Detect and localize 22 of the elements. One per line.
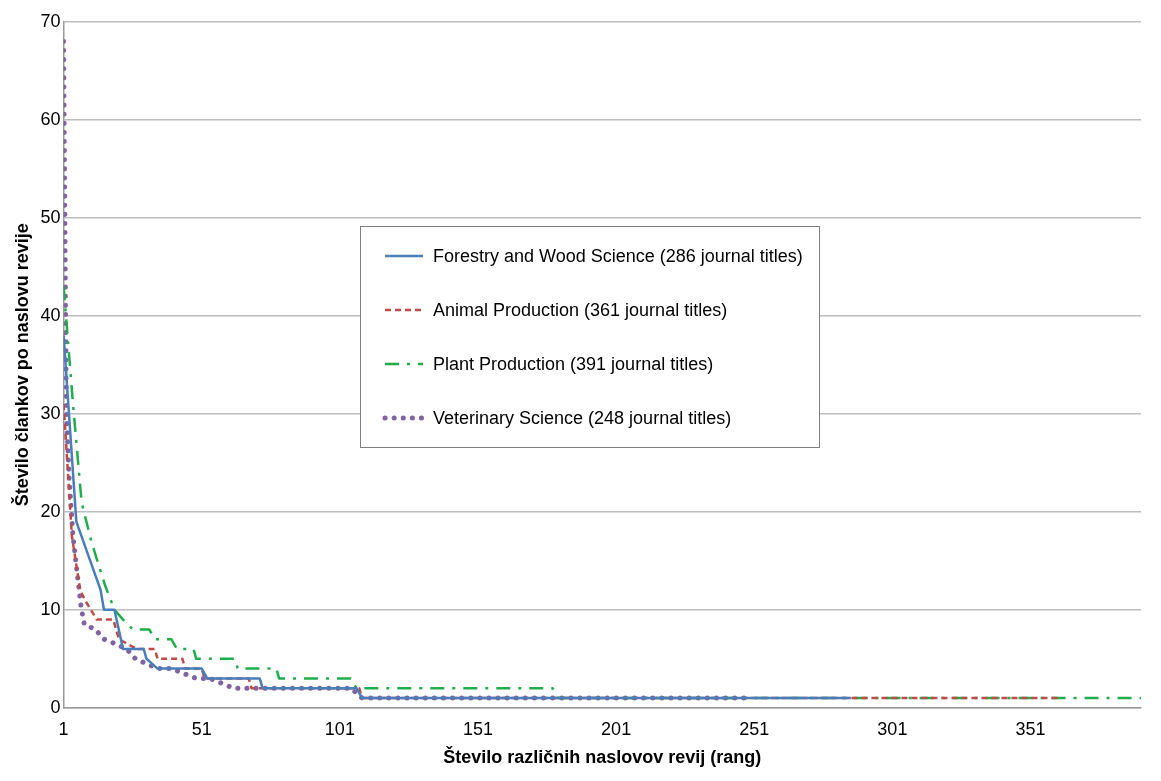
x-axis-title: Število različnih naslovov revij (rang) (443, 746, 762, 768)
y-tick-label: 70 (40, 10, 61, 31)
y-tick-label: 50 (40, 206, 61, 227)
legend-label: Veterinary Science (248 journal titles) (433, 407, 732, 429)
legend-label: Plant Production (391 journal titles) (433, 353, 714, 375)
legend-label: Forestry and Wood Science (286 journal titles) (433, 245, 803, 267)
x-tick-label: 51 (191, 718, 212, 739)
y-tick-label: 60 (40, 108, 61, 129)
x-tick-label: 1 (58, 718, 69, 739)
y-tick-label: 20 (40, 500, 61, 521)
y-tick-label: 40 (40, 304, 61, 325)
y-axis-title: Število člankov po naslovu revije (10, 223, 32, 507)
x-tick-label: 301 (877, 718, 908, 739)
y-tick-label: 10 (40, 598, 61, 619)
y-tick-label: 0 (50, 696, 61, 717)
x-tick-label: 201 (601, 718, 632, 739)
x-tick-label: 151 (462, 718, 494, 739)
y-tick-label: 30 (40, 402, 61, 423)
legend-label: Animal Production (361 journal titles) (433, 299, 728, 321)
x-tick-label: 101 (324, 718, 355, 739)
x-tick-label: 251 (739, 718, 770, 739)
x-tick-label: 351 (1015, 718, 1046, 739)
